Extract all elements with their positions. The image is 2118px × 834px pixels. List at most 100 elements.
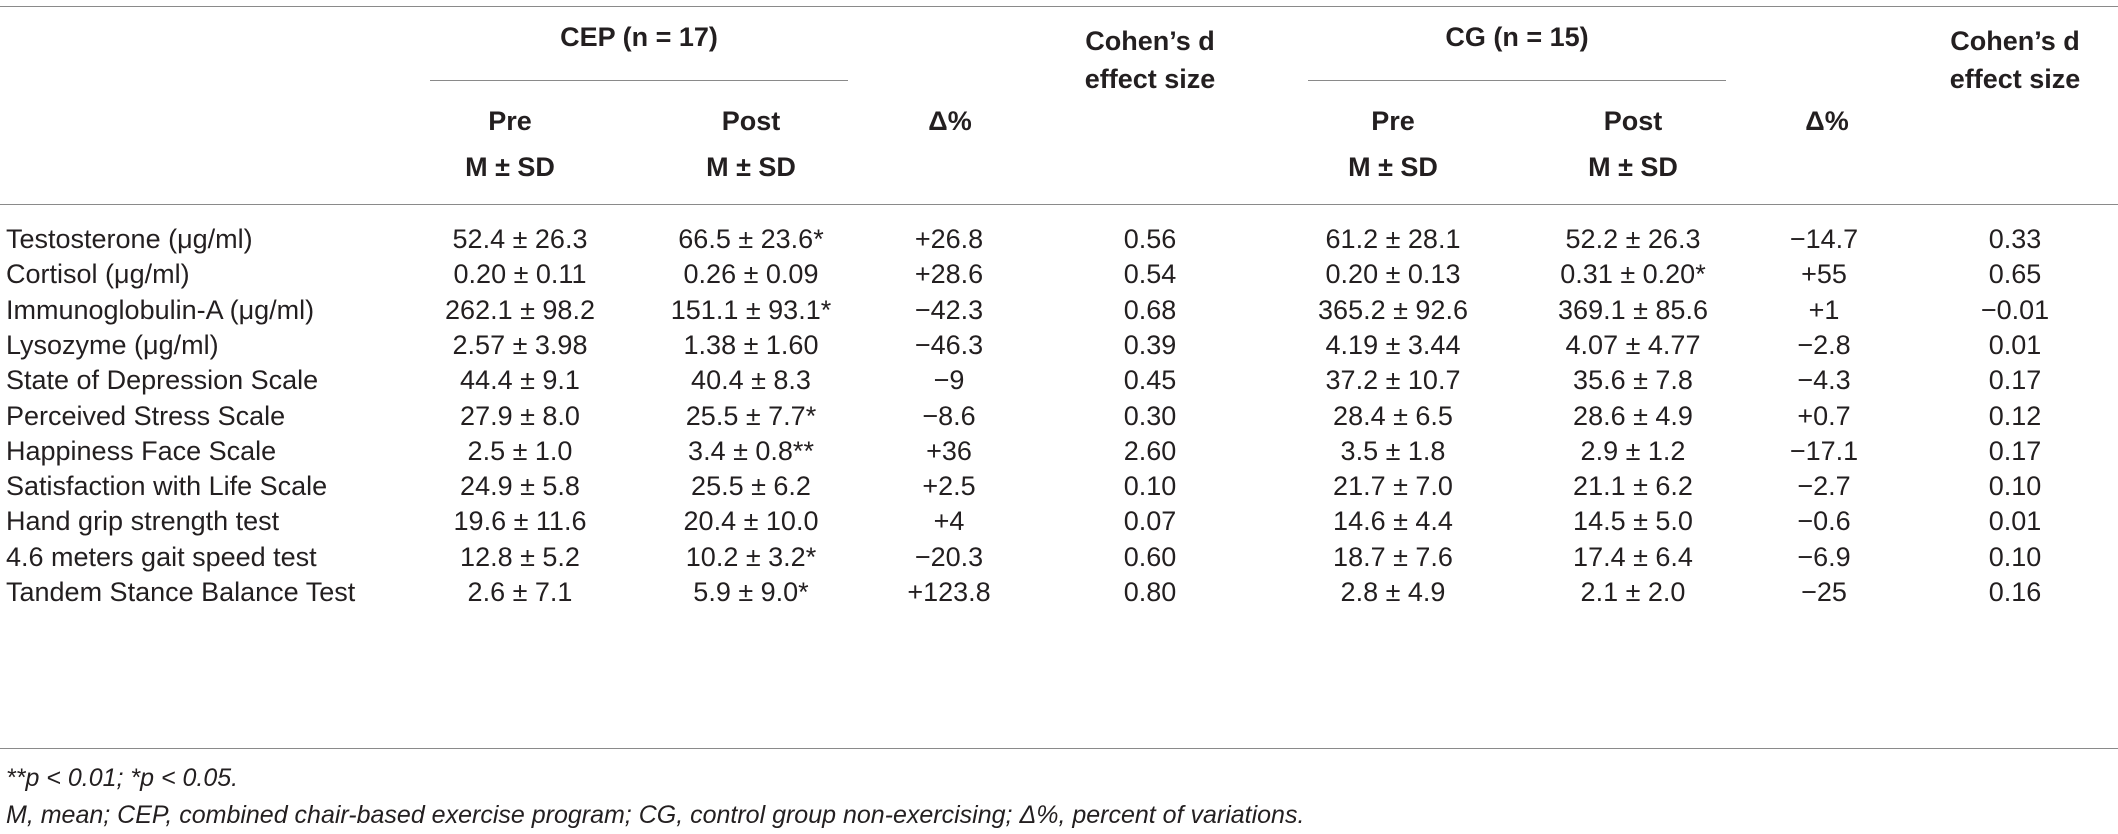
cell-cep-pre: 2.6 ± 7.1 [467, 577, 573, 607]
cg-cohen-header-line1: Cohen’s d [1950, 26, 2080, 56]
cell-cep-delta: −9 [933, 365, 965, 395]
cell-cg-cohen-d: 0.10 [1988, 542, 2042, 572]
cell-cg-post: 17.4 ± 6.4 [1573, 542, 1693, 572]
cell-cg-post: 2.1 ± 2.0 [1580, 577, 1686, 607]
cell-cep-delta: +36 [926, 436, 972, 466]
cg-group-header: CG (n = 15) [1445, 22, 1589, 52]
cell-cep-cohen-d: 0.80 [1123, 577, 1177, 607]
bottom-rule [0, 748, 2118, 749]
cell-cep-post: 151.1 ± 93.1* [670, 295, 832, 325]
cell-cep-post: 1.38 ± 1.60 [683, 330, 819, 360]
cell-cep-cohen-d: 0.54 [1123, 259, 1177, 289]
cell-cg-delta: −17.1 [1789, 436, 1859, 466]
cell-cg-cohen-d: 0.12 [1988, 401, 2042, 431]
row-label: Perceived Stress Scale [6, 401, 286, 431]
cell-cg-delta: −6.9 [1797, 542, 1851, 572]
row-label: Testosterone (μg/ml) [6, 224, 253, 254]
cep-pre-header: Pre [488, 106, 532, 136]
cell-cg-pre: 2.8 ± 4.9 [1340, 577, 1446, 607]
top-rule [0, 6, 2118, 7]
cell-cg-pre: 18.7 ± 7.6 [1333, 542, 1453, 572]
cell-cg-pre: 14.6 ± 4.4 [1333, 506, 1453, 536]
cell-cep-pre: 52.4 ± 26.3 [452, 224, 588, 254]
cell-cg-delta: −0.6 [1797, 506, 1851, 536]
cell-cep-pre: 12.8 ± 5.2 [460, 542, 580, 572]
cep-post-msd-header: M ± SD [706, 152, 796, 182]
row-label: Cortisol (μg/ml) [6, 259, 190, 289]
cell-cep-post: 3.4 ± 0.8** [688, 436, 814, 466]
row-label: State of Depression Scale [6, 365, 319, 395]
cell-cep-cohen-d: 0.45 [1123, 365, 1177, 395]
cg-pre-msd-header: M ± SD [1348, 152, 1438, 182]
cell-cep-pre: 0.20 ± 0.11 [453, 259, 587, 289]
cell-cg-pre: 3.5 ± 1.8 [1340, 436, 1446, 466]
cell-cep-post: 10.2 ± 3.2* [685, 542, 817, 572]
cell-cep-pre: 2.5 ± 1.0 [467, 436, 573, 466]
cep-group-header: CEP (n = 17) [560, 22, 718, 52]
cell-cep-cohen-d: 0.56 [1123, 224, 1177, 254]
row-label: 4.6 meters gait speed test [6, 542, 317, 572]
cell-cep-post: 5.9 ± 9.0* [693, 577, 809, 607]
cell-cep-delta: −46.3 [914, 330, 984, 360]
cell-cep-delta: +28.6 [914, 259, 984, 289]
cell-cg-post: 369.1 ± 85.6 [1558, 295, 1708, 325]
cell-cg-pre: 28.4 ± 6.5 [1333, 401, 1453, 431]
cell-cg-delta: −4.3 [1797, 365, 1851, 395]
cell-cep-post: 66.5 ± 23.6* [678, 224, 824, 254]
cell-cg-pre: 365.2 ± 92.6 [1318, 295, 1468, 325]
cell-cep-post: 40.4 ± 8.3 [691, 365, 811, 395]
cell-cg-pre: 21.7 ± 7.0 [1333, 471, 1453, 501]
cell-cg-post: 2.9 ± 1.2 [1580, 436, 1686, 466]
cg-post-msd-header: M ± SD [1588, 152, 1678, 182]
cg-pre-header: Pre [1371, 106, 1415, 136]
cell-cg-cohen-d: 0.17 [1988, 436, 2042, 466]
cell-cg-pre: 61.2 ± 28.1 [1325, 224, 1461, 254]
cell-cg-pre: 37.2 ± 10.7 [1325, 365, 1461, 395]
cell-cg-post: 28.6 ± 4.9 [1573, 401, 1693, 431]
abbreviation-footnote: M, mean; CEP, combined chair-based exerc… [6, 801, 1305, 829]
cell-cep-pre: 44.4 ± 9.1 [460, 365, 580, 395]
cell-cep-delta: +2.5 [922, 471, 976, 501]
cell-cg-delta: +0.7 [1797, 401, 1851, 431]
cell-cep-delta: +123.8 [907, 577, 991, 607]
cell-cg-post: 35.6 ± 7.8 [1573, 365, 1693, 395]
cell-cg-cohen-d: 0.01 [1988, 330, 2042, 360]
cell-cep-cohen-d: 0.07 [1123, 506, 1177, 536]
cell-cg-post: 14.5 ± 5.0 [1573, 506, 1693, 536]
cell-cep-cohen-d: 0.68 [1123, 295, 1177, 325]
cell-cep-pre: 19.6 ± 11.6 [453, 506, 587, 536]
cell-cg-pre: 0.20 ± 0.13 [1325, 259, 1461, 289]
cell-cep-post: 0.26 ± 0.09 [683, 259, 819, 289]
cell-cep-cohen-d: 0.10 [1123, 471, 1177, 501]
cg-cohen-header-line2: effect size [1949, 64, 2081, 94]
cell-cep-post: 25.5 ± 6.2 [691, 471, 811, 501]
cell-cep-cohen-d: 2.60 [1123, 436, 1177, 466]
cell-cep-post: 20.4 ± 10.0 [683, 506, 819, 536]
cell-cep-delta: +4 [933, 506, 965, 536]
cell-cg-cohen-d: 0.33 [1988, 224, 2042, 254]
cell-cep-delta: −8.6 [922, 401, 976, 431]
cg-post-header: Post [1603, 106, 1663, 136]
cell-cg-delta: +55 [1801, 259, 1847, 289]
row-label: Happiness Face Scale [6, 436, 277, 466]
cell-cg-delta: −2.7 [1797, 471, 1851, 501]
cell-cg-cohen-d: 0.10 [1988, 471, 2042, 501]
cell-cep-delta: −42.3 [914, 295, 984, 325]
cell-cg-cohen-d: 0.17 [1988, 365, 2042, 395]
cep-cohen-header-line1: Cohen’s d [1085, 26, 1215, 56]
cell-cg-cohen-d: 0.16 [1988, 577, 2042, 607]
cg-group-rule [1308, 80, 1726, 81]
cell-cg-delta: −2.8 [1797, 330, 1851, 360]
cell-cep-pre: 27.9 ± 8.0 [460, 401, 580, 431]
cell-cg-post: 21.1 ± 6.2 [1573, 471, 1693, 501]
cell-cg-delta: +1 [1808, 295, 1840, 325]
cell-cg-cohen-d: 0.01 [1988, 506, 2042, 536]
cell-cg-post: 52.2 ± 26.3 [1565, 224, 1701, 254]
significance-footnote: **p < 0.01; *p < 0.05. [6, 764, 239, 792]
row-label: Immunoglobulin-A (μg/ml) [6, 295, 315, 325]
cep-pre-msd-header: M ± SD [465, 152, 555, 182]
cell-cg-delta: −14.7 [1789, 224, 1859, 254]
row-label: Tandem Stance Balance Test [6, 577, 356, 607]
cell-cep-pre: 2.57 ± 3.98 [452, 330, 588, 360]
cell-cep-pre: 262.1 ± 98.2 [445, 295, 595, 325]
